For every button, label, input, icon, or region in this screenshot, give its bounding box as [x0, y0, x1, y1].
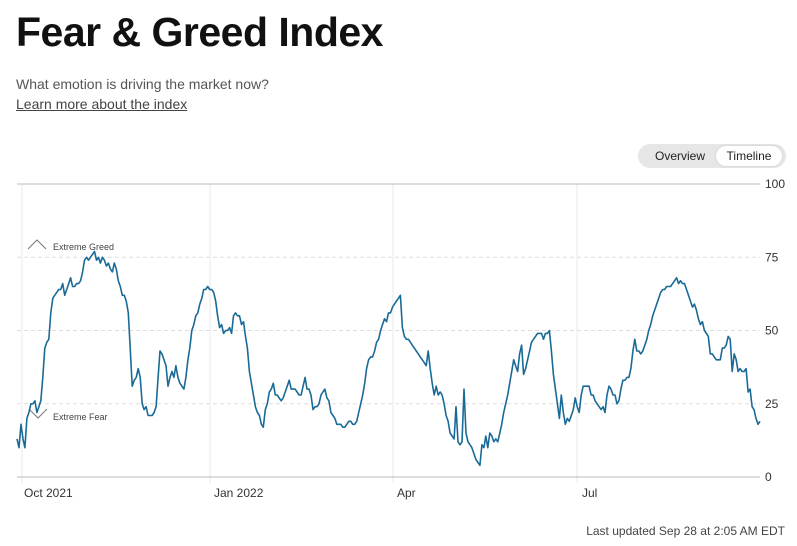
y-tick-label: 25: [765, 397, 779, 411]
learn-more-link[interactable]: Learn more about the index: [16, 96, 188, 112]
y-tick-label: 100: [765, 177, 785, 191]
fear-greed-timeline-chart: 0 25 50 75 100 Oct 2021 Jan 2022 Apr Jul Extreme …: [16, 177, 785, 500]
extreme-greed-label: Extreme Greed: [53, 242, 114, 252]
x-tick-label: Jul: [582, 486, 597, 500]
last-updated-text: Last updated Sep 28 at 2:05 AM EDT: [586, 524, 785, 538]
tab-timeline[interactable]: Timeline: [716, 146, 782, 166]
page-title: Fear & Greed Index: [16, 9, 383, 55]
x-tick-label: Apr: [397, 486, 416, 500]
y-tick-label: 50: [765, 324, 779, 338]
page-subtitle: What emotion is driving the market now?: [16, 76, 269, 92]
extreme-greed-marker: [27, 239, 47, 250]
extreme-fear-marker: [28, 408, 48, 419]
tab-overview[interactable]: Overview: [654, 149, 705, 163]
x-tick-label: Jan 2022: [214, 486, 264, 500]
y-tick-label: 0: [765, 470, 772, 484]
index-series-line: [16, 250, 761, 467]
extreme-fear-label: Extreme Fear: [53, 412, 108, 422]
y-tick-label: 75: [765, 250, 779, 264]
x-tick-label: Oct 2021: [24, 486, 73, 500]
view-toggle: Overview Timeline: [638, 144, 786, 168]
